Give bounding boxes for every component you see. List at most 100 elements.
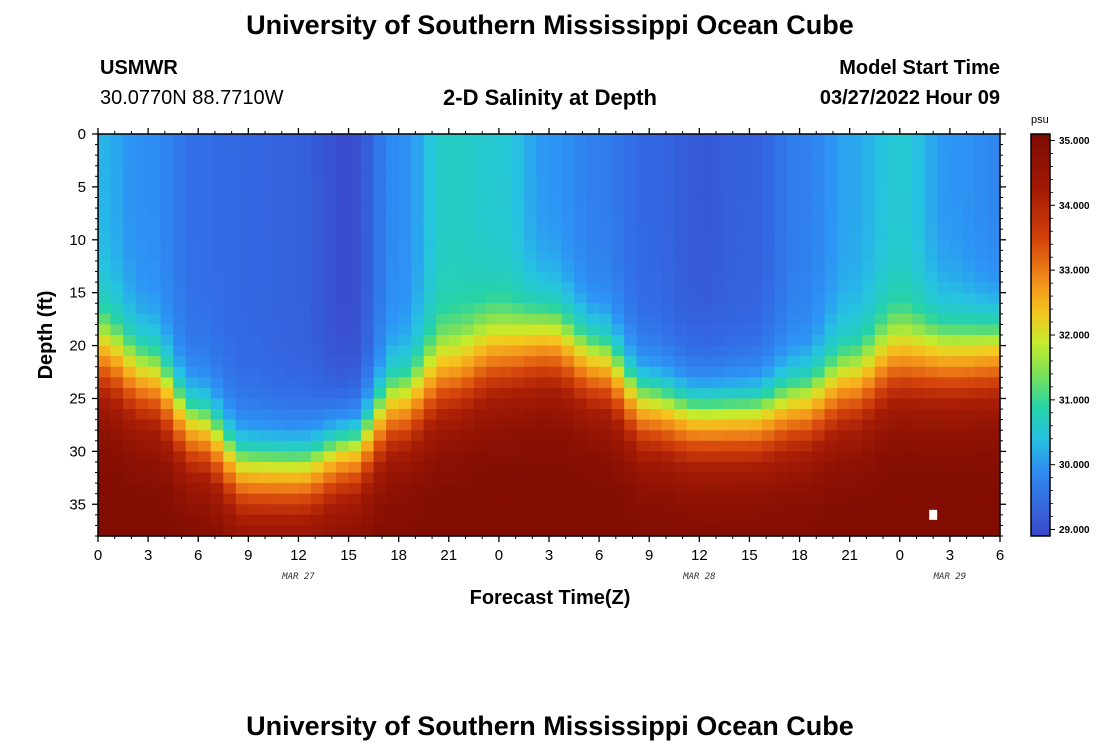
heatmap-cell: [198, 186, 212, 199]
heatmap-cell: [436, 504, 450, 516]
heatmap-cell: [348, 451, 362, 463]
heatmap-cell: [123, 229, 137, 241]
heatmap-cell: [473, 218, 487, 230]
heatmap-cell: [624, 260, 638, 273]
heatmap-cell: [473, 271, 487, 283]
heatmap-cell: [135, 250, 149, 262]
heatmap-cell: [624, 525, 638, 537]
heatmap-cell: [98, 493, 112, 505]
heatmap-cell: [724, 525, 738, 537]
heatmap-cell: [448, 440, 462, 452]
heatmap-cell: [774, 186, 788, 199]
heatmap-cell: [736, 144, 751, 156]
heatmap-cell: [574, 345, 588, 357]
heatmap-cell: [899, 366, 913, 378]
heatmap-cell: [636, 208, 650, 220]
heatmap-cell: [899, 430, 913, 442]
heatmap-cell: [636, 387, 650, 400]
heatmap-cell: [436, 324, 450, 336]
heatmap-cell: [899, 282, 913, 294]
heatmap-cell: [285, 208, 300, 220]
heatmap-cell: [361, 472, 375, 484]
heatmap-cell: [411, 260, 425, 273]
heatmap-cell: [348, 208, 362, 220]
heatmap-cell: [210, 197, 224, 209]
heatmap-cell: [373, 292, 387, 304]
heatmap-cell: [699, 197, 713, 209]
heatmap-cell: [624, 186, 638, 199]
heatmap-cell: [273, 229, 287, 241]
heatmap-cell: [561, 493, 575, 505]
heatmap-cell: [386, 398, 400, 410]
heatmap-cell: [373, 303, 387, 315]
heatmap-cell: [235, 504, 249, 516]
heatmap-cell: [799, 514, 813, 527]
heatmap-cell: [411, 387, 425, 400]
heatmap-cell: [361, 271, 375, 283]
heatmap-cell: [974, 313, 989, 326]
heatmap-cell: [887, 430, 901, 442]
heatmap-cell: [974, 461, 989, 474]
heatmap-cell: [761, 260, 776, 273]
heatmap-cell: [260, 398, 274, 410]
heatmap-cell: [574, 356, 588, 368]
heatmap-cell: [473, 345, 487, 357]
heatmap-cell: [937, 186, 951, 199]
heatmap-cell: [611, 430, 625, 442]
heatmap-cell: [799, 419, 813, 431]
heatmap-cell: [649, 292, 663, 304]
heatmap-cell: [398, 282, 412, 294]
heatmap-cell: [937, 398, 951, 410]
heatmap-cell: [899, 461, 913, 474]
heatmap-cell: [674, 377, 688, 389]
heatmap-cell: [198, 440, 212, 452]
heatmap-cell: [536, 208, 550, 220]
heatmap-cell: [148, 387, 162, 400]
heatmap-cell: [223, 197, 237, 209]
heatmap-cell: [874, 377, 888, 389]
heatmap-cell: [248, 186, 262, 199]
colorbar-tick-label: 29.000: [1059, 525, 1090, 536]
heatmap-cell: [110, 430, 124, 442]
heatmap-cell: [160, 134, 174, 146]
heatmap-cell: [874, 472, 888, 484]
heatmap-cell: [285, 313, 300, 326]
heatmap-cell: [899, 377, 913, 389]
heatmap-cell: [498, 398, 513, 410]
heatmap-cell: [423, 282, 437, 294]
heatmap-cell: [336, 483, 350, 495]
heatmap-cell: [348, 345, 362, 357]
heatmap-cell: [336, 155, 350, 167]
heatmap-cell: [624, 366, 638, 378]
heatmap-cell: [511, 504, 525, 516]
heatmap-cell: [574, 260, 588, 273]
heatmap-cell: [787, 218, 801, 230]
heatmap-cell: [210, 377, 224, 389]
heatmap-cell: [98, 271, 112, 283]
heatmap-cell: [699, 472, 713, 484]
heatmap-cell: [849, 514, 863, 527]
heatmap-cell: [298, 324, 312, 336]
heatmap-cell: [511, 239, 525, 251]
heatmap-cell: [887, 461, 901, 474]
heatmap-cell: [373, 440, 387, 452]
heatmap-cell: [974, 324, 989, 336]
heatmap-cell: [98, 440, 112, 452]
heatmap-cell: [348, 144, 362, 156]
heatmap-cell: [461, 483, 475, 495]
heatmap-cell: [123, 525, 137, 537]
heatmap-cell: [899, 197, 913, 209]
heatmap-cell: [812, 493, 826, 505]
heatmap-cell: [248, 229, 262, 241]
heatmap-cell: [248, 493, 262, 505]
heatmap-cell: [248, 292, 262, 304]
heatmap-cell: [235, 218, 249, 230]
heatmap-cell: [235, 461, 249, 474]
heatmap-cell: [736, 440, 751, 452]
heatmap-cell: [624, 377, 638, 389]
heatmap-cell: [386, 155, 400, 167]
heatmap-cell: [686, 218, 700, 230]
heatmap-cell: [949, 387, 964, 400]
heatmap-cell: [661, 229, 675, 241]
heatmap-cell: [611, 377, 625, 389]
